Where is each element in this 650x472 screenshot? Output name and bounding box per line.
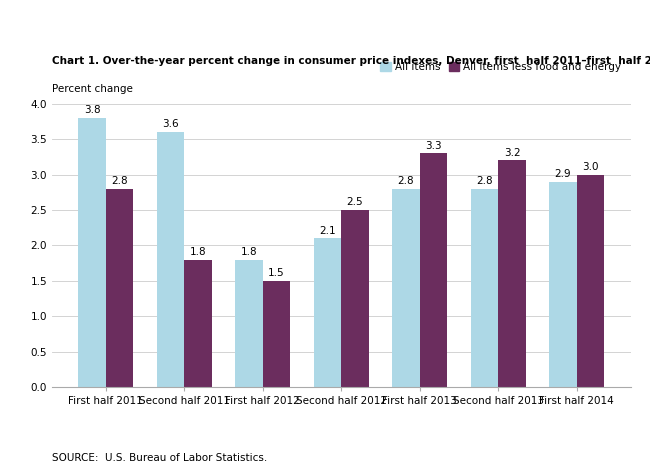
Text: 2.1: 2.1 — [319, 226, 336, 236]
Text: 3.6: 3.6 — [162, 119, 179, 129]
Text: 1.8: 1.8 — [190, 247, 206, 257]
Text: 3.3: 3.3 — [425, 141, 442, 151]
Bar — [420, 153, 447, 387]
Text: 1.8: 1.8 — [240, 247, 257, 257]
Bar — [235, 260, 263, 387]
Text: 2.8: 2.8 — [398, 176, 414, 186]
Bar — [314, 238, 341, 387]
Text: Percent change: Percent change — [52, 84, 133, 94]
Bar — [392, 189, 420, 387]
Text: SOURCE:  U.S. Bureau of Labor Statistics.: SOURCE: U.S. Bureau of Labor Statistics. — [52, 453, 267, 463]
Bar — [549, 182, 577, 387]
Text: 3.2: 3.2 — [504, 148, 520, 158]
Bar — [157, 132, 184, 387]
Legend: All items, All items less food and energy: All items, All items less food and energ… — [376, 58, 625, 76]
Text: 2.9: 2.9 — [554, 169, 571, 179]
Text: 2.8: 2.8 — [111, 176, 128, 186]
Text: 3.8: 3.8 — [84, 105, 100, 115]
Bar — [577, 175, 604, 387]
Text: 2.5: 2.5 — [346, 197, 363, 207]
Text: Chart 1. Over-the-year percent change in consumer price indexes, Denver, first  : Chart 1. Over-the-year percent change in… — [52, 56, 650, 66]
Bar — [106, 189, 133, 387]
Bar — [341, 210, 369, 387]
Bar — [78, 118, 106, 387]
Bar — [184, 260, 212, 387]
Text: 2.8: 2.8 — [476, 176, 493, 186]
Text: 3.0: 3.0 — [582, 162, 599, 172]
Bar — [499, 160, 526, 387]
Bar — [263, 281, 291, 387]
Bar — [471, 189, 499, 387]
Text: 1.5: 1.5 — [268, 268, 285, 278]
